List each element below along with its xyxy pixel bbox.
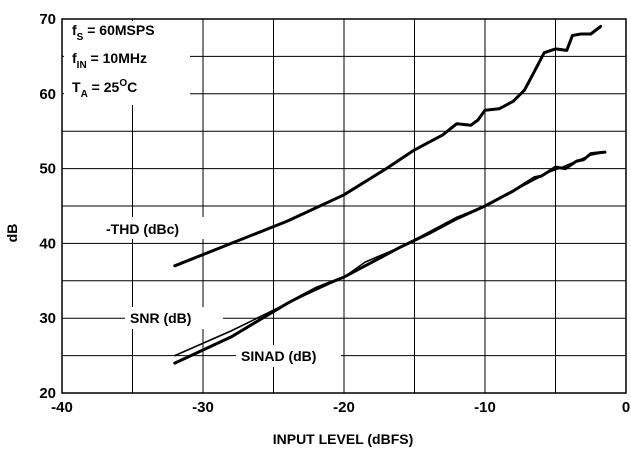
condition-fs: fS = 60MSPS <box>72 22 155 43</box>
condition-ta: TA = 25OC <box>72 78 137 100</box>
sinad-label-background <box>236 345 341 367</box>
x-tick-label: -30 <box>192 399 214 416</box>
x-tick-label: -20 <box>333 399 355 416</box>
series-line-2 <box>173 150 607 365</box>
thd-label-background <box>102 217 206 239</box>
condition-fin: fIN = 10MHz <box>72 50 147 71</box>
plot-frame <box>61 18 627 394</box>
y-tick-label: 50 <box>39 161 56 178</box>
x-tick-label: -10 <box>474 399 496 416</box>
label-sinad: SINAD (dB) <box>241 348 316 364</box>
x-axis-title: INPUT LEVEL (dBFS) <box>273 431 414 447</box>
tick-labels: -40 -30 -20 -10 0 20 30 40 50 60 70 <box>39 11 630 416</box>
series-line-0 <box>173 25 603 268</box>
label-thd: -THD (dBc) <box>106 221 179 237</box>
y-tick-label: 70 <box>39 11 56 28</box>
x-tick-label: 0 <box>622 399 630 416</box>
label-snr: SNR (dB) <box>130 310 191 326</box>
y-tick-label: 60 <box>39 86 56 103</box>
y-tick-label: 40 <box>39 235 56 252</box>
snr-label-background <box>125 307 223 329</box>
x-tick-label: -40 <box>51 399 73 416</box>
plot-area <box>173 25 607 365</box>
conditions-box: fS = 60MSPS fIN = 10MHz TA = 25OC <box>64 21 190 105</box>
y-axis-title: dB <box>4 224 20 243</box>
y-tick-label: 20 <box>39 385 56 402</box>
y-tick-label: 30 <box>39 310 56 327</box>
conditions-background <box>64 21 190 105</box>
